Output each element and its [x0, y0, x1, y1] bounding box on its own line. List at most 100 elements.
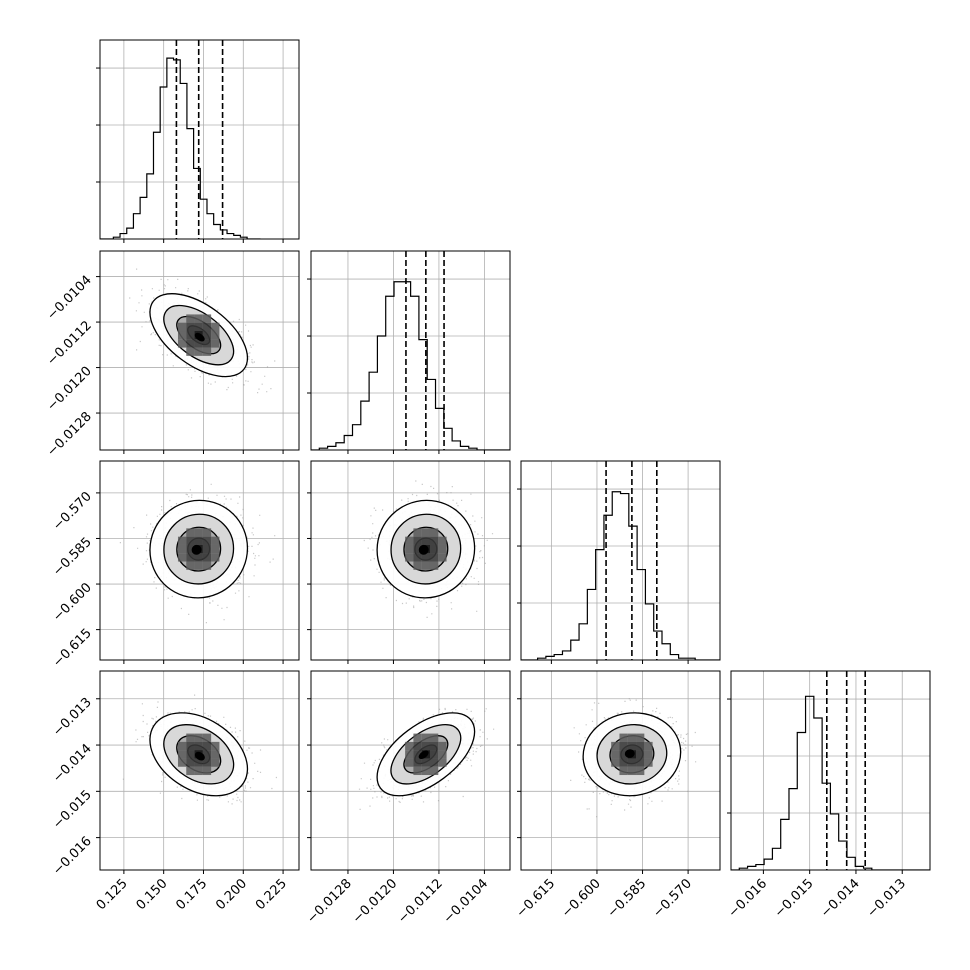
density-cell-5-2-0 — [627, 733, 637, 742]
density-cell-1-3-2 — [202, 544, 212, 554]
density-cell-3-3-4 — [202, 766, 212, 776]
density-cell-1-3-0 — [202, 528, 212, 537]
contour-peak-0-1 — [194, 332, 205, 342]
x-tick-label-3-0: −0.016 — [726, 876, 771, 921]
contour-peak-1-3 — [418, 750, 429, 760]
density-cell-1-3-3 — [202, 553, 212, 562]
density-cell-4-1-1 — [413, 741, 422, 751]
density-cell-0-3-2 — [202, 331, 212, 340]
density-cell-3-1-1 — [186, 741, 195, 751]
density-cell-4-1-2 — [413, 750, 422, 759]
density-cell-3-2-1 — [194, 741, 203, 751]
scatter-panel-0-3 — [96, 670, 300, 874]
density-cell-4-3-4 — [429, 766, 439, 776]
density-cell-0-1-1 — [186, 322, 195, 332]
density-cell-1-4-2 — [211, 544, 220, 554]
density-cell-1-2-3 — [194, 553, 203, 562]
axes-frame-hist-3 — [730, 670, 931, 871]
density-cell-3-2-0 — [194, 733, 203, 742]
density-cell-0-2-0 — [194, 314, 203, 323]
histogram-3 — [731, 695, 930, 870]
density-cell-5-0-2 — [611, 750, 620, 759]
density-cell-0-1-2 — [186, 331, 195, 340]
density-cell-4-2-4 — [421, 766, 430, 776]
y-tick-label-3-0: −0.016 — [50, 834, 95, 879]
contour-peak-2-3 — [624, 749, 635, 758]
x-tick-label-0-0: 0.125 — [94, 876, 131, 913]
density-cell-2-3-4 — [429, 561, 439, 570]
density-cell-5-2-3 — [627, 758, 637, 767]
axes-frame-hist-1 — [310, 250, 511, 451]
density-cell-0-1-4 — [186, 347, 195, 356]
y-tick-label-2-1: −0.600 — [50, 580, 95, 625]
density-cell-0-0-3 — [177, 339, 187, 348]
contour-peak-0-3 — [194, 751, 205, 761]
density-cell-2-2-3 — [421, 553, 430, 562]
density-cell-2-2-0 — [421, 528, 430, 537]
density-cell-5-0-3 — [611, 758, 620, 767]
density-cell-2-3-0 — [429, 528, 439, 537]
density-cell-3-3-0 — [202, 733, 212, 742]
density-cell-4-4-1 — [438, 741, 447, 751]
y-tick-label-2-3: −0.570 — [50, 489, 95, 534]
density-cell-5-4-1 — [644, 741, 653, 751]
density-cell-4-1-3 — [413, 758, 422, 767]
density-cell-1-2-1 — [194, 536, 203, 545]
axes-frame-pair-1-3 — [310, 670, 511, 871]
density-cell-3-4-3 — [211, 758, 220, 767]
x-tick-label-2-3: −0.570 — [650, 876, 695, 921]
density-cell-2-2-4 — [421, 561, 430, 570]
density-cell-2-1-0 — [413, 528, 422, 537]
density-cell-3-0-1 — [177, 741, 187, 751]
y-tick-label-1-2: −0.0112 — [44, 318, 94, 368]
axes-frame-pair-0-2 — [99, 460, 300, 661]
density-cell-5-3-2 — [636, 750, 645, 759]
x-tick-label-3-2: −0.014 — [818, 876, 863, 921]
density-cell-3-3-3 — [202, 758, 212, 767]
density-cell-1-1-3 — [186, 553, 195, 562]
density-cell-4-3-2 — [429, 750, 439, 759]
histogram-1 — [311, 281, 510, 450]
density-cell-1-4-1 — [211, 536, 220, 545]
density-cell-3-4-2 — [211, 750, 220, 759]
x-tick-label-2-2: −0.585 — [605, 876, 650, 921]
y-tick-label-3-2: −0.014 — [50, 741, 95, 786]
axes-frame-hist-2 — [520, 460, 721, 661]
y-tick-label-2-0: −0.615 — [50, 626, 95, 671]
x-tick-label-2-1: −0.600 — [559, 876, 604, 921]
density-cell-5-1-4 — [619, 766, 628, 776]
density-cell-4-3-0 — [429, 733, 439, 742]
density-cell-0-3-1 — [202, 322, 212, 332]
density-cell-0-0-1 — [177, 322, 187, 332]
density-cell-2-3-1 — [429, 536, 439, 545]
density-cell-3-3-2 — [202, 750, 212, 759]
density-cell-2-4-1 — [438, 536, 447, 545]
hist-panel-2 — [517, 460, 721, 664]
scatter-panel-1-3 — [307, 670, 511, 874]
density-cell-1-0-3 — [177, 553, 187, 562]
x-tick-label-1-1: −0.0120 — [350, 876, 400, 926]
density-cell-3-1-3 — [186, 758, 195, 767]
x-tick-label-3-3: −0.013 — [864, 876, 909, 921]
density-cell-4-2-3 — [421, 758, 430, 767]
density-cell-4-4-2 — [438, 750, 447, 759]
density-cell-4-1-0 — [413, 733, 422, 742]
density-cell-3-3-1 — [202, 741, 212, 751]
density-cell-4-0-2 — [405, 750, 414, 759]
density-cell-2-2-1 — [421, 536, 430, 545]
density-cell-1-3-4 — [202, 561, 212, 570]
density-cell-5-3-4 — [636, 766, 645, 776]
y-tick-label-2-2: −0.585 — [50, 535, 95, 580]
density-cell-2-4-3 — [438, 553, 447, 562]
density-cell-2-1-4 — [413, 561, 422, 570]
density-cell-4-1-4 — [413, 766, 422, 776]
density-cell-3-0-3 — [177, 758, 187, 767]
density-cell-2-1-1 — [413, 536, 422, 545]
density-cell-5-2-1 — [627, 741, 637, 751]
density-cell-4-0-3 — [405, 758, 414, 767]
hist-panel-0 — [96, 39, 300, 243]
x-tick-label-1-0: −0.0128 — [304, 876, 354, 926]
density-cell-5-2-4 — [627, 766, 637, 776]
density-cell-0-4-3 — [211, 339, 220, 348]
density-cell-5-3-3 — [636, 758, 645, 767]
